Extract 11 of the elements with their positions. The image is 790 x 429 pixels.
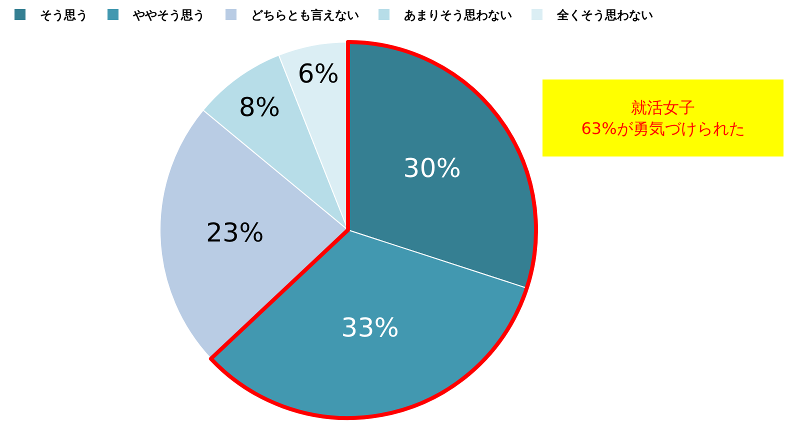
data-label: 23% <box>206 218 264 249</box>
legend-label: どちらとも言えない <box>251 8 359 22</box>
legend-label: ややそう思う <box>132 8 205 22</box>
data-label: 30% <box>403 154 461 184</box>
legend-label: そう思う <box>40 8 88 22</box>
legend-label: 全くそう思わない <box>556 8 653 22</box>
text: 就活女子 63%が勇気づけられた <box>581 98 745 138</box>
data-label: 33% <box>341 314 399 344</box>
legend-label: あまりそう思わない <box>404 8 512 22</box>
data-label: 6% <box>298 59 339 90</box>
data-label: 8% <box>238 93 280 124</box>
